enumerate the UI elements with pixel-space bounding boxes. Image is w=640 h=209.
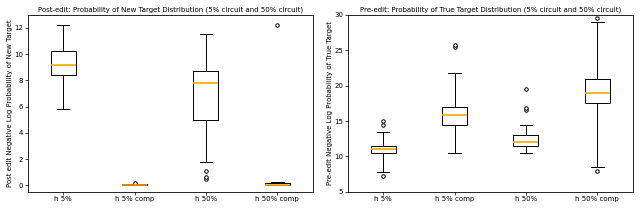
PathPatch shape xyxy=(371,146,396,153)
PathPatch shape xyxy=(51,51,76,75)
PathPatch shape xyxy=(122,184,147,185)
Y-axis label: Pre-edit Negative Log Probability of True Target: Pre-edit Negative Log Probability of Tru… xyxy=(327,21,333,185)
PathPatch shape xyxy=(265,183,290,185)
Title: Pre-edit: Probability of True Target Distribution (5% circuit and 50% circuit): Pre-edit: Probability of True Target Dis… xyxy=(360,7,621,13)
PathPatch shape xyxy=(193,71,218,120)
PathPatch shape xyxy=(585,79,610,103)
Title: Post-edit: Probability of New Target Distribution (5% circuit and 50% circuit): Post-edit: Probability of New Target Dis… xyxy=(38,7,303,13)
PathPatch shape xyxy=(442,107,467,125)
PathPatch shape xyxy=(513,135,538,146)
Y-axis label: Post edit Negative Log Probability of New Target: Post edit Negative Log Probability of Ne… xyxy=(7,19,13,187)
